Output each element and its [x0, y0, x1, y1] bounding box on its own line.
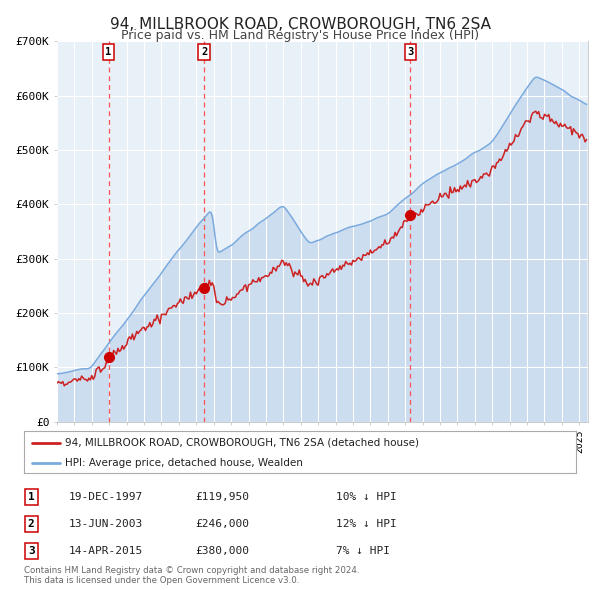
Text: £380,000: £380,000 — [195, 546, 249, 556]
Text: 10% ↓ HPI: 10% ↓ HPI — [336, 492, 397, 502]
Text: 1: 1 — [28, 492, 35, 502]
Text: £119,950: £119,950 — [195, 492, 249, 502]
Text: 1: 1 — [106, 47, 112, 57]
Text: 94, MILLBROOK ROAD, CROWBOROUGH, TN6 2SA (detached house): 94, MILLBROOK ROAD, CROWBOROUGH, TN6 2SA… — [65, 438, 419, 448]
Text: Contains HM Land Registry data © Crown copyright and database right 2024.
This d: Contains HM Land Registry data © Crown c… — [24, 566, 359, 585]
Text: 2: 2 — [28, 519, 35, 529]
Text: 3: 3 — [407, 47, 413, 57]
Text: 2: 2 — [201, 47, 207, 57]
Text: 12% ↓ HPI: 12% ↓ HPI — [336, 519, 397, 529]
Text: Price paid vs. HM Land Registry's House Price Index (HPI): Price paid vs. HM Land Registry's House … — [121, 30, 479, 42]
Text: 13-JUN-2003: 13-JUN-2003 — [69, 519, 143, 529]
Text: 3: 3 — [28, 546, 35, 556]
Text: HPI: Average price, detached house, Wealden: HPI: Average price, detached house, Weal… — [65, 458, 303, 467]
Text: 7% ↓ HPI: 7% ↓ HPI — [336, 546, 390, 556]
Text: 19-DEC-1997: 19-DEC-1997 — [69, 492, 143, 502]
Text: £246,000: £246,000 — [195, 519, 249, 529]
Text: 14-APR-2015: 14-APR-2015 — [69, 546, 143, 556]
Text: 94, MILLBROOK ROAD, CROWBOROUGH, TN6 2SA: 94, MILLBROOK ROAD, CROWBOROUGH, TN6 2SA — [110, 17, 491, 31]
